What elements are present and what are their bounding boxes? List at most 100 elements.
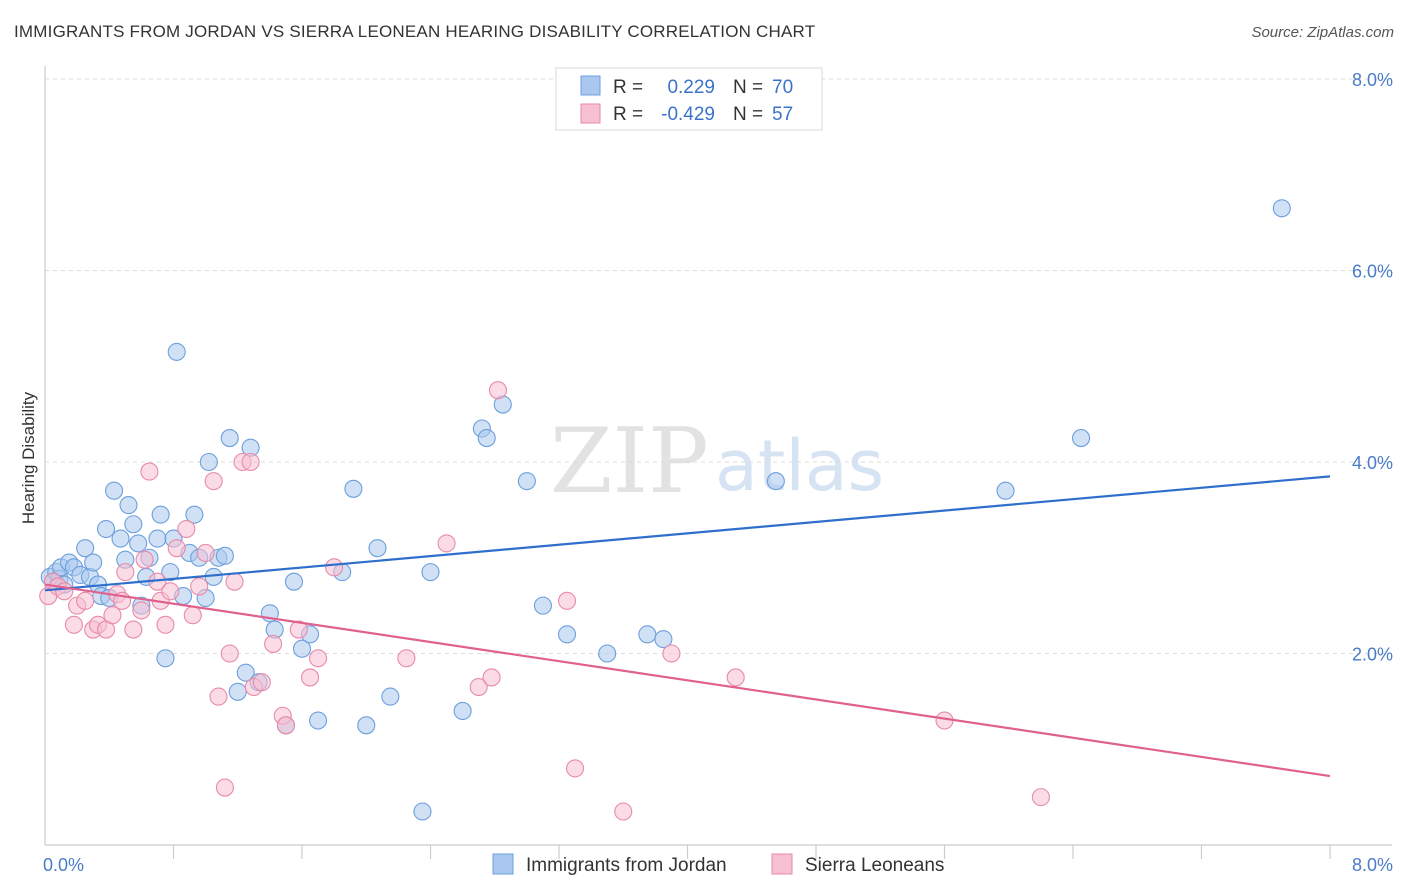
data-point-sierra: [437, 534, 456, 553]
data-point-sierra: [156, 615, 175, 634]
data-point-jordan: [996, 481, 1015, 500]
data-point-jordan: [124, 515, 143, 534]
data-point-sierra: [204, 472, 223, 491]
data-point-jordan: [598, 644, 617, 663]
data-point-sierra: [190, 577, 209, 596]
data-point-sierra: [482, 668, 501, 687]
data-point-jordan: [236, 663, 255, 682]
axes: 0.0% 8.0%: [43, 66, 1393, 875]
data-point-sierra: [135, 550, 154, 569]
data-point-jordan: [220, 429, 239, 448]
legend-bottom-label-jordan: Immigrants from Jordan: [526, 855, 727, 876]
data-point-sierra: [116, 563, 135, 582]
data-point-jordan: [654, 630, 673, 649]
data-point-jordan: [228, 682, 247, 701]
data-point-sierra: [252, 673, 271, 692]
data-point-jordan: [309, 711, 328, 730]
legend-top-n-label-sierra: N =: [733, 104, 763, 125]
trendline-sierra: [44, 583, 1331, 778]
data-point-sierra: [167, 539, 186, 558]
data-point-sierra: [64, 615, 83, 634]
data-point-sierra: [183, 606, 202, 625]
data-point-sierra: [161, 582, 180, 601]
data-point-jordan: [517, 472, 536, 491]
data-point-sierra: [397, 649, 416, 668]
data-point-jordan: [156, 649, 175, 668]
legend-top-r-label-jordan: R =: [613, 77, 643, 98]
data-point-sierra: [225, 572, 244, 591]
data-point-jordan: [344, 479, 363, 498]
data-point-jordan: [161, 563, 180, 582]
grid: 2.0% 4.0% 6.0% 8.0%: [45, 70, 1393, 665]
data-point-jordan: [533, 596, 552, 615]
data-point-jordan: [167, 342, 186, 361]
data-point-sierra: [140, 462, 159, 481]
data-point-sierra: [215, 778, 234, 797]
data-point-sierra: [264, 634, 283, 653]
data-point-sierra: [124, 620, 143, 639]
data-point-jordan: [151, 505, 170, 524]
data-point-jordan: [119, 496, 138, 515]
data-point-jordan: [292, 639, 312, 658]
trendline-jordan: [44, 475, 1331, 592]
legend-top-r-label-sierra: R =: [613, 104, 643, 125]
legend-top-r-value-sierra: -0.429: [661, 104, 715, 125]
data-point-sierra: [209, 687, 228, 706]
data-point-jordan: [368, 539, 387, 558]
data-point-jordan: [638, 625, 657, 644]
data-point-sierra: [488, 381, 508, 400]
y-tick-label: 6.0%: [1352, 262, 1393, 282]
data-point-jordan: [1071, 429, 1091, 448]
data-point-jordan: [413, 802, 432, 821]
legend-top-n-value-sierra: 57: [772, 104, 793, 125]
x-tick-label: 0.0%: [43, 855, 84, 875]
x-tick-label: 8.0%: [1352, 855, 1393, 875]
data-point-sierra: [55, 582, 74, 601]
data-point-sierra: [220, 644, 239, 663]
data-point-jordan: [453, 701, 472, 721]
data-point-sierra: [662, 644, 681, 663]
data-point-sierra: [289, 620, 308, 639]
data-point-jordan: [76, 539, 95, 558]
data-point-jordan: [215, 546, 234, 565]
data-point-jordan: [381, 687, 400, 706]
data-point-jordan: [129, 534, 148, 553]
y-tick-label: 8.0%: [1352, 70, 1393, 90]
data-point-jordan: [421, 563, 440, 582]
data-point-jordan: [148, 529, 167, 548]
data-point-jordan: [111, 529, 130, 548]
data-point-jordan: [284, 572, 304, 591]
data-point-sierra: [325, 558, 344, 577]
watermark-atlas: atlas: [715, 425, 884, 507]
legend-bottom-label-sierra: Sierra Leoneans: [805, 855, 944, 876]
legend-bottom: Immigrants from Jordan Sierra Leoneans: [492, 853, 944, 876]
data-point-jordan: [1272, 199, 1291, 218]
data-point-jordan: [766, 472, 785, 491]
data-point-jordan: [84, 553, 103, 572]
legend-top-n-label-jordan: N =: [733, 77, 763, 98]
data-point-sierra: [177, 519, 196, 539]
legend-top-swatch-sierra: [580, 103, 601, 124]
legend-top-r-value-jordan: 0.229: [667, 77, 715, 98]
data-point-sierra: [196, 543, 215, 563]
data-point-sierra: [103, 606, 122, 625]
legend-bottom-swatch-sierra: [771, 853, 793, 875]
legend-top-n-value-jordan: 70: [772, 77, 793, 98]
data-point-sierra: [309, 649, 328, 668]
trend-layer: [44, 475, 1331, 778]
data-point-sierra: [566, 759, 585, 778]
data-point-sierra: [469, 677, 488, 697]
data-point-sierra: [76, 591, 95, 610]
legend-bottom-swatch-jordan: [492, 853, 514, 875]
legend-top-swatch-jordan: [580, 75, 601, 96]
y-tick-label: 4.0%: [1352, 453, 1393, 473]
data-point-jordan: [96, 519, 116, 539]
data-point-jordan: [199, 452, 218, 472]
legend-top: R = 0.229 N = 70 R = -0.429 N = 57: [555, 67, 823, 131]
y-axis-title: Hearing Disability: [19, 391, 38, 524]
chart-source: Source: ZipAtlas.com: [1251, 24, 1394, 41]
data-point-sierra: [726, 668, 745, 687]
data-point-sierra: [132, 601, 151, 620]
data-point-jordan: [105, 481, 124, 500]
